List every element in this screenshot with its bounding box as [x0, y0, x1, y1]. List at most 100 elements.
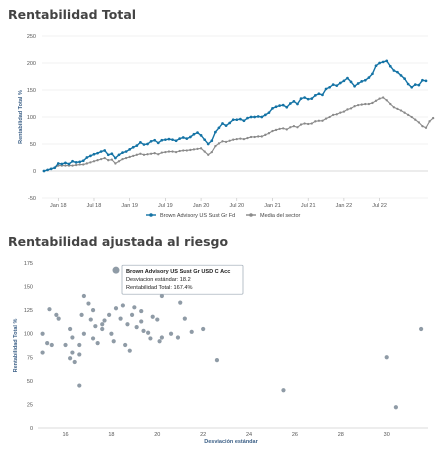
fund-point	[196, 131, 199, 135]
sector-point	[89, 161, 92, 164]
sector-point	[157, 153, 160, 156]
sector-point	[314, 120, 317, 123]
fund-point	[192, 132, 196, 136]
scatter-point	[141, 328, 146, 333]
fund-point	[103, 149, 107, 152]
fund-point	[249, 115, 253, 119]
sector-point	[417, 121, 421, 124]
scatter-point	[68, 356, 73, 361]
x-tick-label: 22	[200, 432, 206, 438]
fund-point	[60, 162, 64, 166]
fund-point	[288, 102, 292, 105]
fund-point	[413, 83, 417, 86]
fund-point	[285, 105, 289, 109]
scatter-point	[100, 326, 105, 332]
sector-point	[139, 152, 142, 155]
y-tick-label: 100	[24, 332, 33, 338]
fund-point	[242, 119, 246, 123]
fund-point	[53, 166, 57, 170]
fund-point	[306, 97, 310, 101]
sector-point	[382, 96, 385, 99]
fund-point	[392, 69, 396, 72]
fund-point	[174, 139, 178, 143]
scatter-point	[182, 316, 187, 321]
sector-point	[192, 148, 196, 151]
fund-point	[149, 139, 153, 143]
fund-point	[142, 143, 146, 146]
scatter-point	[45, 341, 50, 346]
sector-point	[103, 156, 106, 160]
sector-point	[346, 108, 349, 111]
fund-point	[278, 104, 281, 108]
sector-point	[296, 126, 299, 129]
fund-point	[189, 135, 192, 139]
fund-point	[46, 168, 49, 172]
fund-point	[89, 154, 92, 158]
fund-point	[406, 82, 410, 86]
fund-point	[96, 151, 99, 155]
fund-point	[381, 60, 385, 64]
sector-point	[385, 99, 388, 102]
y-tick-label: 0	[30, 426, 33, 432]
x-tick-label: 30	[384, 432, 390, 438]
fund-point	[321, 93, 324, 97]
scatter-point	[54, 312, 59, 317]
scatter-point	[77, 352, 82, 357]
sector-point	[246, 136, 249, 140]
x-tick-label: Jan 21	[264, 203, 281, 209]
fund-point	[99, 150, 103, 153]
scatter-point	[132, 305, 137, 310]
y-tick-label: 175	[24, 261, 33, 267]
fund-point	[114, 156, 117, 160]
scatter-point	[148, 336, 153, 341]
sector-point	[374, 99, 378, 102]
sector-point	[196, 147, 199, 151]
tooltip-std-dev: Desviacion estándar: 18.2	[126, 277, 191, 283]
sector-point	[321, 119, 324, 122]
sector-point	[171, 150, 174, 153]
sector-point	[96, 159, 99, 162]
sector-point	[182, 149, 185, 152]
x-tick-label: Jul 21	[301, 203, 316, 209]
fund-point	[328, 85, 331, 89]
fund-point	[267, 111, 271, 115]
sector-point	[99, 157, 103, 161]
sector-point	[299, 123, 303, 126]
sector-point	[235, 137, 238, 141]
sector-point	[399, 109, 403, 112]
fund-point	[131, 145, 135, 149]
scatter-point	[77, 342, 82, 348]
x-tick-label: Jul 22	[372, 203, 387, 209]
sector-point	[274, 128, 278, 132]
fund-point	[274, 105, 278, 109]
fund-point	[367, 76, 371, 79]
fund-point	[296, 102, 299, 106]
scatter-point	[81, 293, 86, 299]
fund-point	[281, 103, 285, 107]
fund-point	[139, 141, 142, 144]
fund-point	[92, 152, 96, 156]
fund-point	[203, 138, 207, 142]
sector-point	[199, 147, 203, 150]
x-tick-label: 24	[246, 432, 252, 438]
scatter-point	[129, 312, 135, 317]
x-tick-label: Jan 22	[336, 203, 353, 209]
sector-point	[260, 135, 263, 138]
sector-point	[406, 113, 410, 116]
sector-point	[253, 135, 256, 139]
scatter-point	[175, 335, 181, 340]
fund-point	[235, 118, 239, 122]
tooltip-box	[121, 264, 244, 295]
scatter-point	[139, 308, 144, 314]
fund-point	[324, 87, 328, 91]
fund-point	[256, 115, 260, 118]
fund-point	[146, 142, 149, 146]
fund-point	[135, 144, 139, 147]
sector-point	[107, 159, 110, 162]
sector-point	[167, 150, 171, 153]
fund-point	[106, 153, 110, 157]
scatter-point	[70, 350, 75, 355]
fund-point	[246, 116, 249, 120]
fund-point	[49, 167, 53, 171]
